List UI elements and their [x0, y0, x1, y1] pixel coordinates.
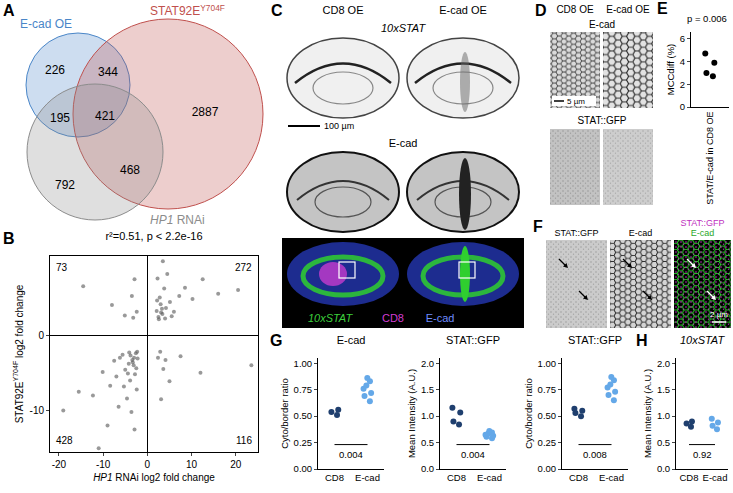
svg-text:195: 195 [50, 111, 70, 125]
svg-text:1.00: 1.00 [538, 358, 557, 369]
svg-text:-10: -10 [96, 459, 111, 470]
svg-text:468: 468 [120, 163, 140, 177]
svg-text:2887: 2887 [192, 105, 219, 119]
svg-text:r²=0.51, p < 2.2e-16: r²=0.51, p < 2.2e-16 [105, 230, 202, 242]
svg-text:E-cad: E-cad [589, 19, 615, 30]
svg-text:1.00: 1.00 [294, 358, 313, 369]
svg-text:HP1 RNAi: HP1 RNAi [150, 213, 205, 227]
svg-text:0: 0 [38, 330, 44, 341]
svg-text:CD8 OE: CD8 OE [323, 4, 364, 16]
svg-text:0.50: 0.50 [294, 410, 313, 421]
svg-text:73: 73 [56, 262, 68, 273]
svg-text:100 µm: 100 µm [324, 121, 354, 131]
svg-text:1.0: 1.0 [421, 410, 434, 421]
svg-text:2 µm: 2 µm [710, 310, 728, 319]
svg-text:CD8: CD8 [325, 472, 344, 483]
svg-text:0: 0 [680, 101, 685, 112]
svg-text:0.0: 0.0 [421, 463, 434, 474]
svg-text:E-cad: E-cad [599, 472, 624, 483]
svg-text:10xSTAT: 10xSTAT [680, 334, 725, 346]
svg-text:0.75: 0.75 [538, 384, 557, 395]
svg-text:E-cad: E-cad [703, 472, 728, 483]
svg-text:D: D [535, 2, 547, 19]
svg-text:p = 0.006: p = 0.006 [687, 13, 727, 24]
svg-text:-10: -10 [30, 405, 45, 416]
svg-text:E-cad OE: E-cad OE [606, 4, 650, 15]
svg-text:0.0: 0.0 [657, 463, 670, 474]
svg-text:0.25: 0.25 [294, 437, 313, 448]
svg-text:0.5: 0.5 [657, 437, 670, 448]
svg-text:MCCdiff (%): MCCdiff (%) [665, 44, 676, 96]
svg-text:0.5: 0.5 [421, 437, 434, 448]
svg-text:1.0: 1.0 [657, 410, 670, 421]
svg-text:20: 20 [230, 459, 242, 470]
svg-text:226: 226 [45, 63, 65, 77]
svg-text:C: C [271, 2, 283, 19]
svg-text:0.00: 0.00 [294, 463, 313, 474]
svg-text:0.92: 0.92 [693, 449, 712, 460]
svg-text:10: 10 [186, 459, 198, 470]
svg-text:E-cad: E-cad [426, 312, 455, 324]
svg-text:792: 792 [55, 178, 75, 192]
svg-text:Mean Intensity (A.U.): Mean Intensity (A.U.) [406, 369, 417, 458]
svg-text:421: 421 [95, 109, 115, 123]
svg-text:A: A [3, 2, 15, 19]
html-text:H: H [636, 332, 648, 349]
svg-text:E-cad: E-cad [337, 334, 366, 346]
svg-text:2: 2 [680, 79, 685, 90]
svg-text:CD8: CD8 [447, 472, 466, 483]
svg-text:CD8 OE: CD8 OE [556, 4, 594, 15]
svg-text:E-cad OE: E-cad OE [439, 4, 487, 16]
svg-text:STAT92E​Y704F​ log2 fold chang: STAT92E​Y704F​ log2 fold change [12, 284, 24, 423]
svg-text:116: 116 [236, 435, 252, 446]
svg-text:F: F [533, 218, 543, 235]
svg-text:2.0: 2.0 [421, 358, 434, 369]
html-text:G: G [270, 332, 283, 349]
svg-text:STAT::GFP: STAT::GFP [568, 334, 622, 346]
svg-text:Cyto/border ratio: Cyto/border ratio [523, 378, 534, 449]
svg-text:428: 428 [56, 435, 73, 446]
svg-text:-20: -20 [52, 459, 67, 470]
svg-text:Cyto/border ratio: Cyto/border ratio [279, 378, 290, 449]
svg-text:E-cad: E-cad [691, 228, 715, 238]
svg-text:10xSTAT: 10xSTAT [308, 312, 353, 324]
svg-text:272: 272 [235, 262, 252, 273]
svg-text:10xSTAT: 10xSTAT [381, 22, 426, 34]
svg-text:CD8: CD8 [569, 472, 588, 483]
svg-text:CD8: CD8 [382, 312, 404, 324]
svg-text:2.0: 2.0 [657, 358, 670, 369]
svg-text:E-cad: E-cad [389, 137, 418, 149]
svg-text:E-cad: E-cad [477, 472, 502, 483]
svg-text:1.5: 1.5 [657, 384, 670, 395]
svg-text:STAT::GFP: STAT::GFP [554, 228, 598, 238]
html-text:B: B [3, 230, 15, 247]
svg-text:E-cad: E-cad [355, 472, 380, 483]
svg-text:0.004: 0.004 [461, 449, 485, 460]
svg-text:STAT::GFP: STAT::GFP [446, 334, 500, 346]
svg-text:CD8: CD8 [679, 472, 698, 483]
svg-text:STAT92EY704F: STAT92EY704F [150, 3, 225, 18]
svg-text:6: 6 [680, 33, 685, 44]
svg-text:4: 4 [680, 56, 685, 67]
svg-text:HP1 RNAi log2 fold change: HP1 RNAi log2 fold change [93, 472, 215, 483]
svg-text:0: 0 [145, 459, 151, 470]
svg-text:0.00: 0.00 [538, 463, 557, 474]
svg-text:0.25: 0.25 [538, 437, 557, 448]
svg-text:0.75: 0.75 [294, 384, 313, 395]
svg-text:344: 344 [98, 65, 118, 79]
svg-text:Mean Intensity (A.U.): Mean Intensity (A.U.) [642, 369, 653, 458]
svg-text:STAT::GFP: STAT::GFP [680, 218, 724, 228]
html-text:E: E [657, 0, 668, 17]
svg-text:0.008: 0.008 [583, 449, 607, 460]
svg-text:STAT::GFP: STAT::GFP [577, 115, 626, 126]
svg-text:E-cad OE: E-cad OE [20, 17, 72, 31]
svg-text:1.5: 1.5 [421, 384, 434, 395]
svg-text:STAT/E-cad in CD8 OE: STAT/E-cad in CD8 OE [705, 112, 715, 205]
svg-text:5 µm: 5 µm [567, 97, 585, 106]
svg-text:E-cad: E-cad [629, 228, 653, 238]
svg-text:0.50: 0.50 [538, 410, 557, 421]
svg-text:0.004: 0.004 [339, 449, 363, 460]
